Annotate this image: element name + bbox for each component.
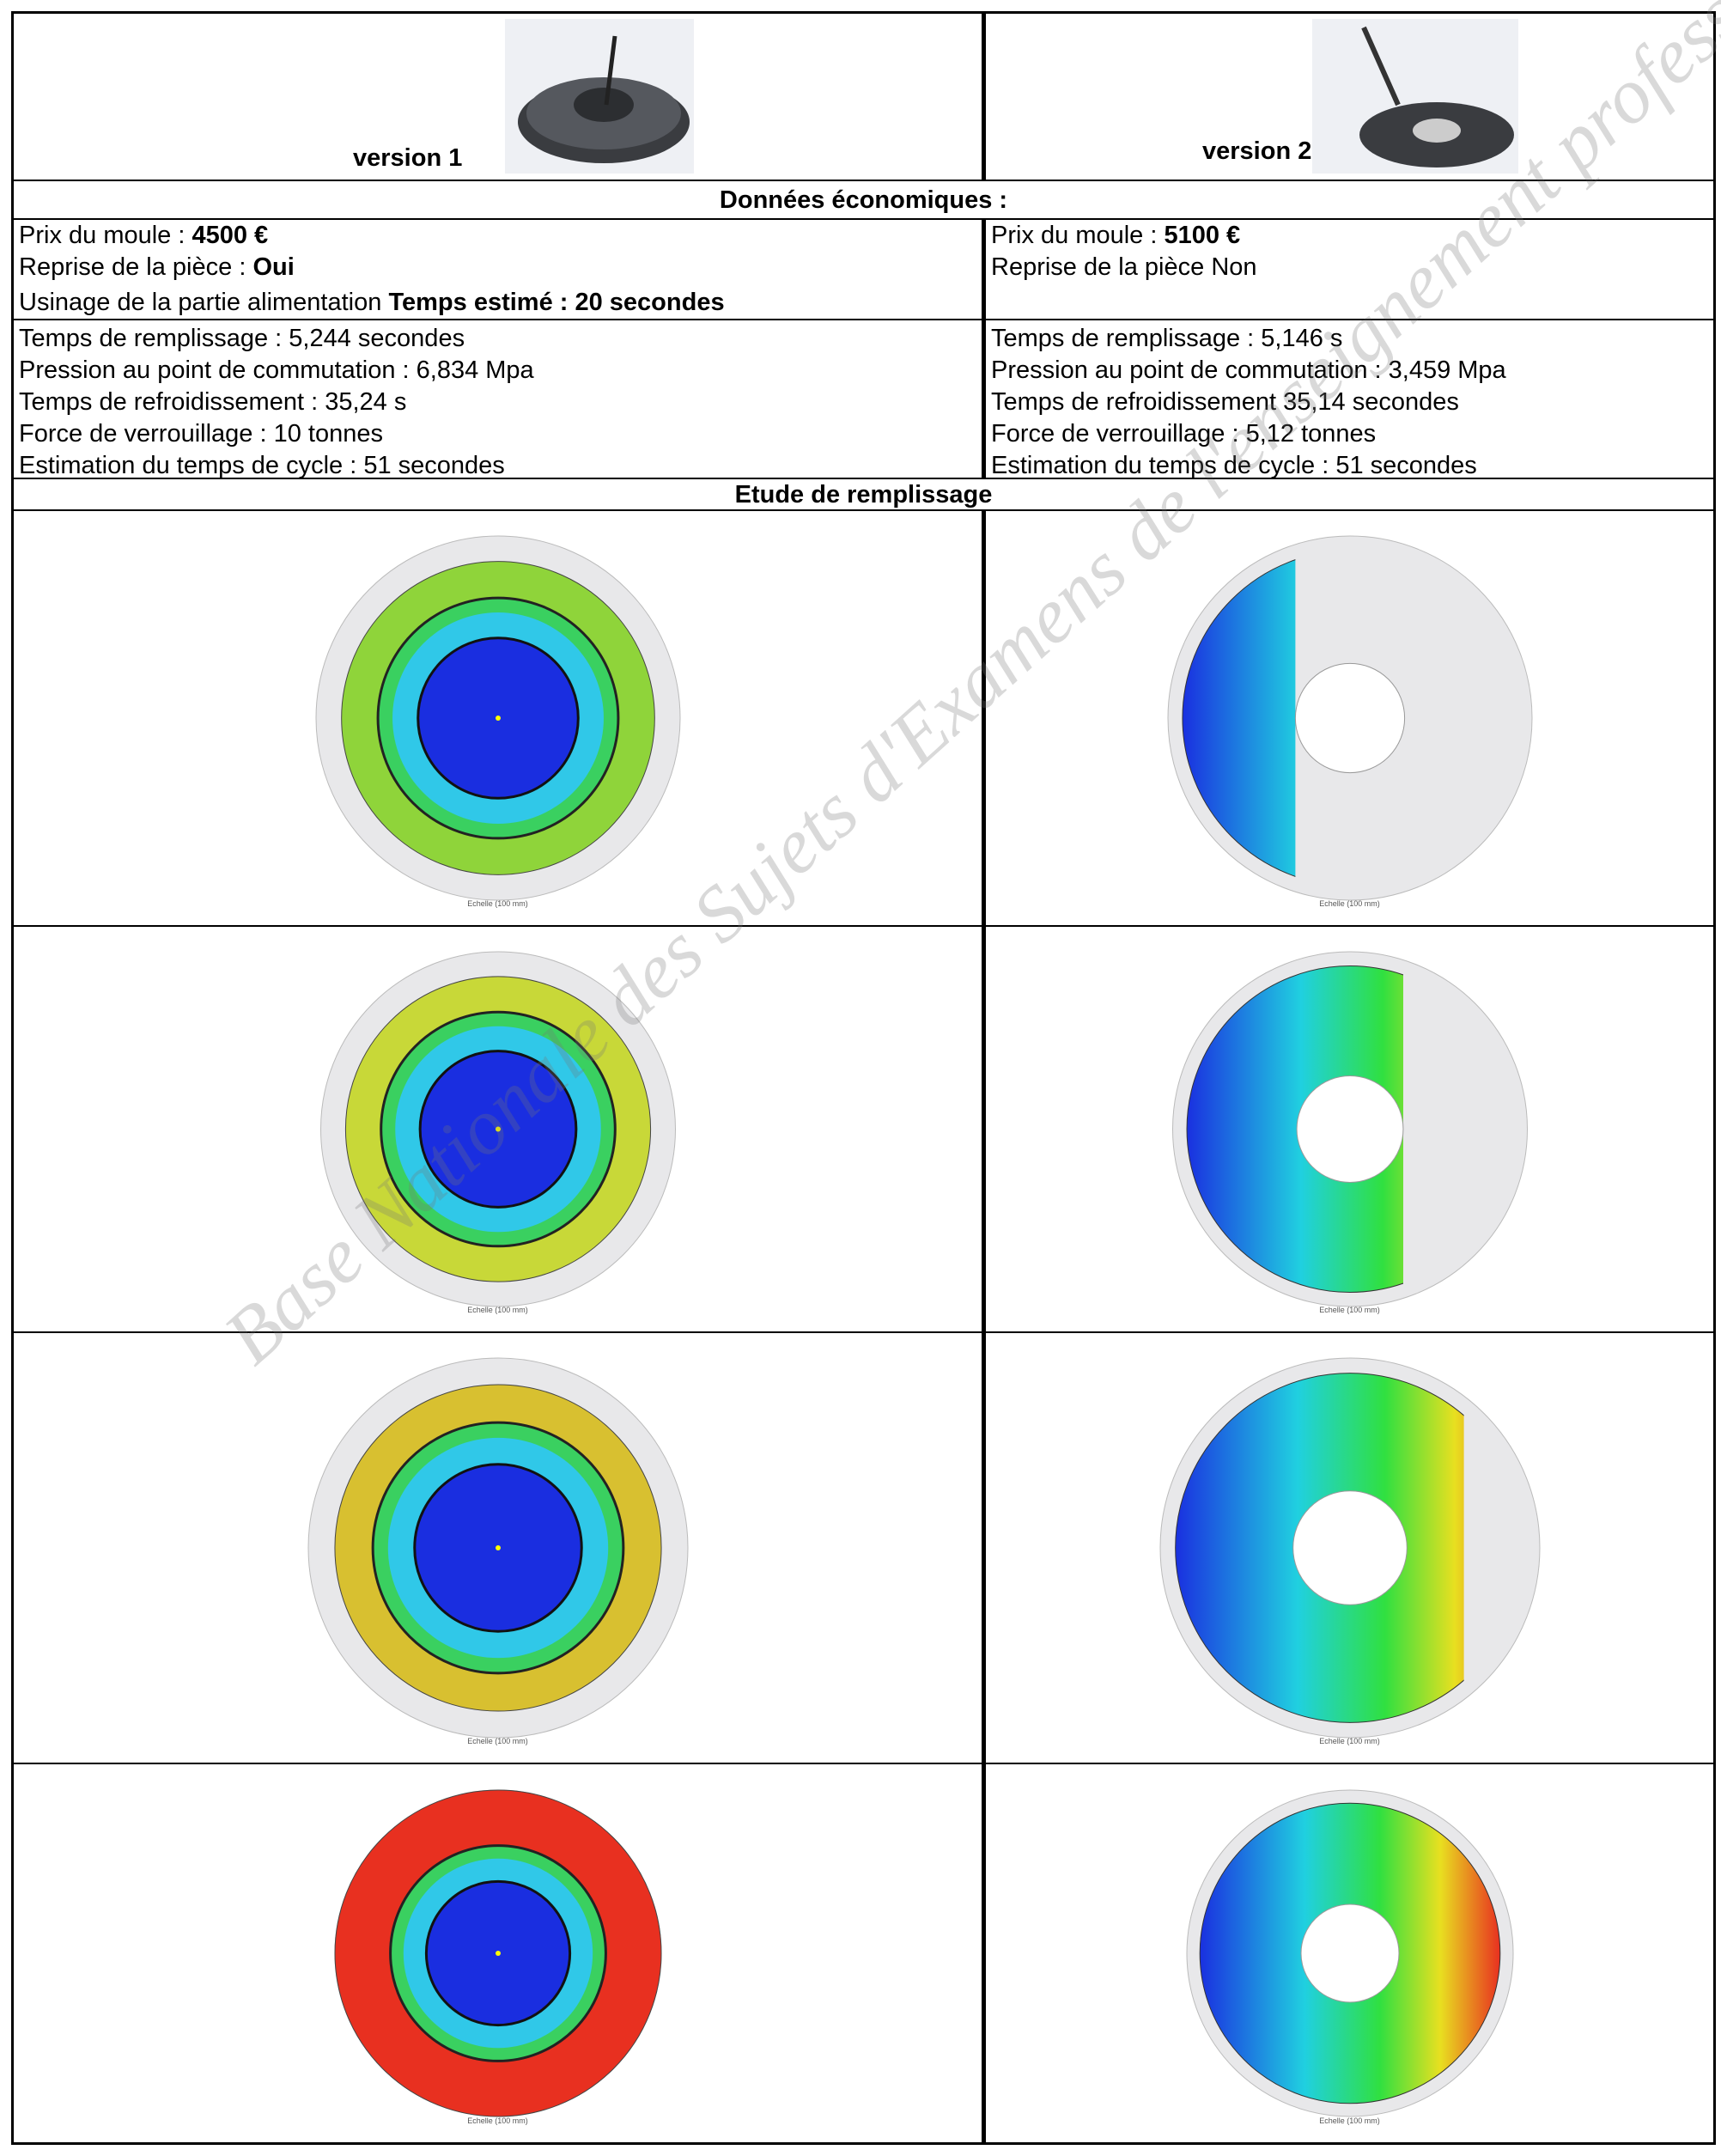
economics-line: Prix du moule : 5100 € <box>991 220 1708 252</box>
image-row: Echelle (100 mm) Echelle (100 mm) <box>14 511 1713 927</box>
caption: Echelle (100 mm) <box>467 1737 528 1745</box>
cell: Echelle (100 mm) <box>14 927 986 1331</box>
section-title: Etude de remplissage <box>734 481 993 509</box>
version-label: version 2 <box>1202 137 1312 165</box>
simulation-image <box>307 1357 688 1739</box>
image-row: Echelle (100 mm) Echelle (100 mm) <box>14 927 1713 1333</box>
cell: Echelle (100 mm) <box>14 1764 986 2142</box>
cell: Echelle (100 mm) <box>14 511 986 925</box>
table: version 1 version 2 Données économiques … <box>11 11 1716 2145</box>
cell: Echelle (100 mm) <box>986 511 1713 925</box>
caption: Echelle (100 mm) <box>467 1306 528 1314</box>
parameter-line: Force de verrouillage : 5,12 tonnes <box>991 420 1377 448</box>
section-row: Données économiques : <box>14 181 1713 220</box>
label: Reprise de la pièce : <box>19 253 253 281</box>
value: 4500 € <box>192 222 269 249</box>
shape <box>1182 559 1295 877</box>
label: Prix du moule : <box>991 222 1165 249</box>
economics-row: Prix du moule : 4500 € Reprise de la pièc… <box>14 220 1713 320</box>
simulation-image <box>1167 535 1532 901</box>
parameter-line: Force de verrouillage : 10 tonnes <box>19 420 383 448</box>
economics-line: Usinage de la partie alimentation Temps … <box>19 287 976 319</box>
value: Temps estimé : 20 secondes <box>388 289 725 316</box>
shape <box>1186 965 1403 1293</box>
cell: Prix du moule : 5100 € Reprise de la pièc… <box>986 220 1713 319</box>
shape <box>1292 1490 1408 1605</box>
value: Oui <box>252 253 295 281</box>
cell: Temps de remplissage : 5,244 secondes Pre… <box>14 320 986 479</box>
shape <box>495 1126 501 1132</box>
version-label: version 1 <box>353 144 463 172</box>
caption: Echelle (100 mm) <box>467 899 528 908</box>
parameter-line: Pression au point de commutation : 6,834… <box>19 356 534 384</box>
section-row: Etude de remplissage <box>14 479 1713 511</box>
cell: Echelle (100 mm) <box>14 1333 986 1763</box>
parameter-line: Pression au point de commutation : 3,459… <box>991 356 1506 384</box>
section-title: Données économiques : <box>719 186 1008 214</box>
shape <box>1300 1903 1399 2003</box>
shape <box>495 716 501 721</box>
simulation-image <box>319 951 676 1307</box>
cell: Echelle (100 mm) <box>986 1764 1713 2142</box>
parameter-line: Temps de remplissage : 5,244 secondes <box>19 325 465 352</box>
cell: version 1 <box>14 14 986 180</box>
economics-line: Prix du moule : 4500 € <box>19 220 976 252</box>
shape <box>1294 662 1405 774</box>
simulation-image <box>1171 951 1528 1307</box>
parameter-line: Temps de refroidissement : 35,24 s <box>19 388 407 416</box>
cell: version 2 <box>986 14 1713 180</box>
cell: Echelle (100 mm) <box>986 927 1713 1331</box>
caption: Echelle (100 mm) <box>1319 2116 1380 2125</box>
simulation-image <box>1186 1789 1513 2117</box>
caption: Echelle (100 mm) <box>1319 899 1380 908</box>
economics-line: Reprise de la pièce : Oui <box>19 252 976 283</box>
label: Reprise de la pièce Non <box>991 253 1257 281</box>
parameter-line: Temps de remplissage : 5,146 s <box>991 325 1343 352</box>
cell: Prix du moule : 4500 € Reprise de la pièc… <box>14 220 986 319</box>
caption: Echelle (100 mm) <box>467 2116 528 2125</box>
simulation-image <box>334 1789 661 2117</box>
part-image <box>505 19 694 174</box>
parameter-line: Temps de refroidissement 35,14 secondes <box>991 388 1459 416</box>
image-row: Echelle (100 mm) Echelle (100 mm) <box>14 1333 1713 1764</box>
parameter-line: Estimation du temps de cycle : 51 second… <box>19 452 505 479</box>
simulation-image <box>315 535 680 901</box>
label: Usinage de la partie alimentation <box>19 289 389 316</box>
economics-line: Reprise de la pièce Non <box>991 252 1708 283</box>
part-image <box>1312 19 1518 174</box>
cell: Temps de remplissage : 5,146 s Pression a… <box>986 320 1713 479</box>
caption: Echelle (100 mm) <box>1319 1737 1380 1745</box>
header-row: version 1 version 2 <box>14 14 1713 181</box>
parameters-row: Temps de remplissage : 5,244 secondes Pre… <box>14 320 1713 479</box>
caption: Echelle (100 mm) <box>1319 1306 1380 1314</box>
simulation-image <box>1159 1357 1540 1739</box>
image-row: Echelle (100 mm) Echelle (100 mm) <box>14 1764 1713 2142</box>
parameter-line: Estimation du temps de cycle : 51 second… <box>991 452 1477 479</box>
value: 5100 € <box>1164 222 1241 249</box>
shape <box>1296 1075 1403 1183</box>
shape <box>495 1951 501 1956</box>
label: Prix du moule : <box>19 222 192 249</box>
cell: Echelle (100 mm) <box>986 1333 1713 1763</box>
shape <box>495 1545 501 1550</box>
